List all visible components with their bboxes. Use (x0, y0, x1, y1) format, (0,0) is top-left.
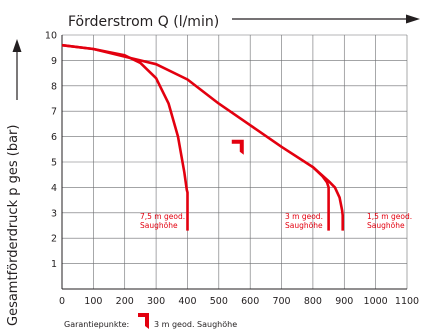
curve-label-3-line2: Saughöhe (367, 221, 405, 230)
x-tick-label: 600 (241, 296, 259, 307)
y-tick-label: 10 (45, 31, 57, 42)
y-tick-label: 6 (51, 132, 57, 143)
tick-labels: 0 100 200 300 400 500 600 700 800 900 1000 1100 1 2 3 4… (45, 31, 419, 308)
x-tick-label: 800 (304, 296, 322, 307)
x-tick-label: 700 (272, 296, 290, 307)
x-tick-label: 300 (147, 296, 165, 307)
series-line-2 (61, 43, 330, 231)
x-tick-label: 400 (178, 296, 196, 307)
legend-entry: 3 m geod. Saughöhe (154, 320, 237, 329)
x-tick-label: 200 (116, 296, 134, 307)
y-axis-arrow-head (12, 39, 22, 52)
curve-label-2-line2: Saughöhe (285, 221, 323, 230)
guarantee-point-marker (231, 139, 244, 155)
curve-label-1-line2: Saughöhe (140, 221, 178, 230)
legend-marker (138, 313, 149, 329)
y-tick-label: 8 (51, 81, 57, 92)
y-tick-label: 5 (51, 158, 57, 169)
y-tick-label: 1 (51, 259, 57, 270)
curves (61, 43, 344, 231)
series-line-3 (312, 166, 344, 231)
y-tick-label: 9 (51, 56, 57, 67)
legend-flag (138, 313, 149, 329)
x-tick-label: 0 (59, 296, 65, 307)
x-tick-label: 100 (84, 296, 102, 307)
x-tick-label: 900 (335, 296, 353, 307)
x-tick-label: 1000 (364, 296, 388, 307)
grid (61, 34, 408, 290)
guarantee-point-flag (231, 139, 244, 155)
y-tick-label: 3 (51, 208, 57, 219)
legend-label: Garantiepunkte: (64, 320, 129, 329)
y-tick-label: 7 (51, 107, 57, 118)
y-tick-label: 2 (51, 234, 57, 245)
x-axis-arrow-head (406, 14, 420, 24)
x-tick-label: 500 (210, 296, 228, 307)
x-tick-label: 1100 (395, 296, 419, 307)
x-axis-title: Förderstrom Q (l/min) (68, 14, 219, 30)
curve-label-3-line1: 1,5 m geod. (367, 212, 412, 221)
curve-label-2-line1: 3 m geod. (285, 212, 323, 221)
curve-label-1-line1: 7,5 m geod. (140, 212, 185, 221)
y-tick-label: 4 (51, 183, 57, 194)
y-axis-title: Gesamtförderdruck p ges (bar) (6, 125, 21, 326)
